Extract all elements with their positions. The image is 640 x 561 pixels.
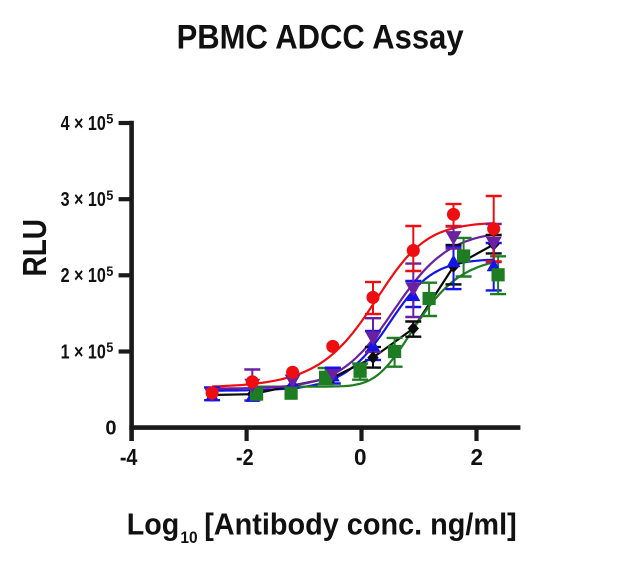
svg-text:5: 5 (106, 187, 113, 203)
svg-text:5: 5 (106, 263, 113, 279)
svg-text:4 × 10: 4 × 10 (61, 113, 106, 135)
svg-text:0: 0 (105, 417, 116, 439)
svg-text:5: 5 (106, 111, 113, 127)
svg-text:1 × 10: 1 × 10 (61, 341, 106, 363)
svg-text:2: 2 (471, 444, 484, 470)
svg-text:5: 5 (106, 339, 113, 355)
svg-text:RLU: RLU (16, 219, 53, 277)
svg-text:Log: Log (127, 506, 180, 541)
svg-text:3 × 10: 3 × 10 (61, 189, 106, 211)
svg-text:0: 0 (354, 444, 367, 470)
svg-text:-2: -2 (236, 444, 254, 470)
svg-text:2 × 10: 2 × 10 (61, 265, 106, 287)
svg-text:PBMC ADCC Assay: PBMC ADCC Assay (177, 18, 464, 56)
svg-text:10: 10 (180, 529, 197, 547)
svg-text:-4: -4 (120, 444, 138, 470)
svg-text:[Antibody conc. ng/ml]: [Antibody conc. ng/ml] (204, 506, 517, 541)
